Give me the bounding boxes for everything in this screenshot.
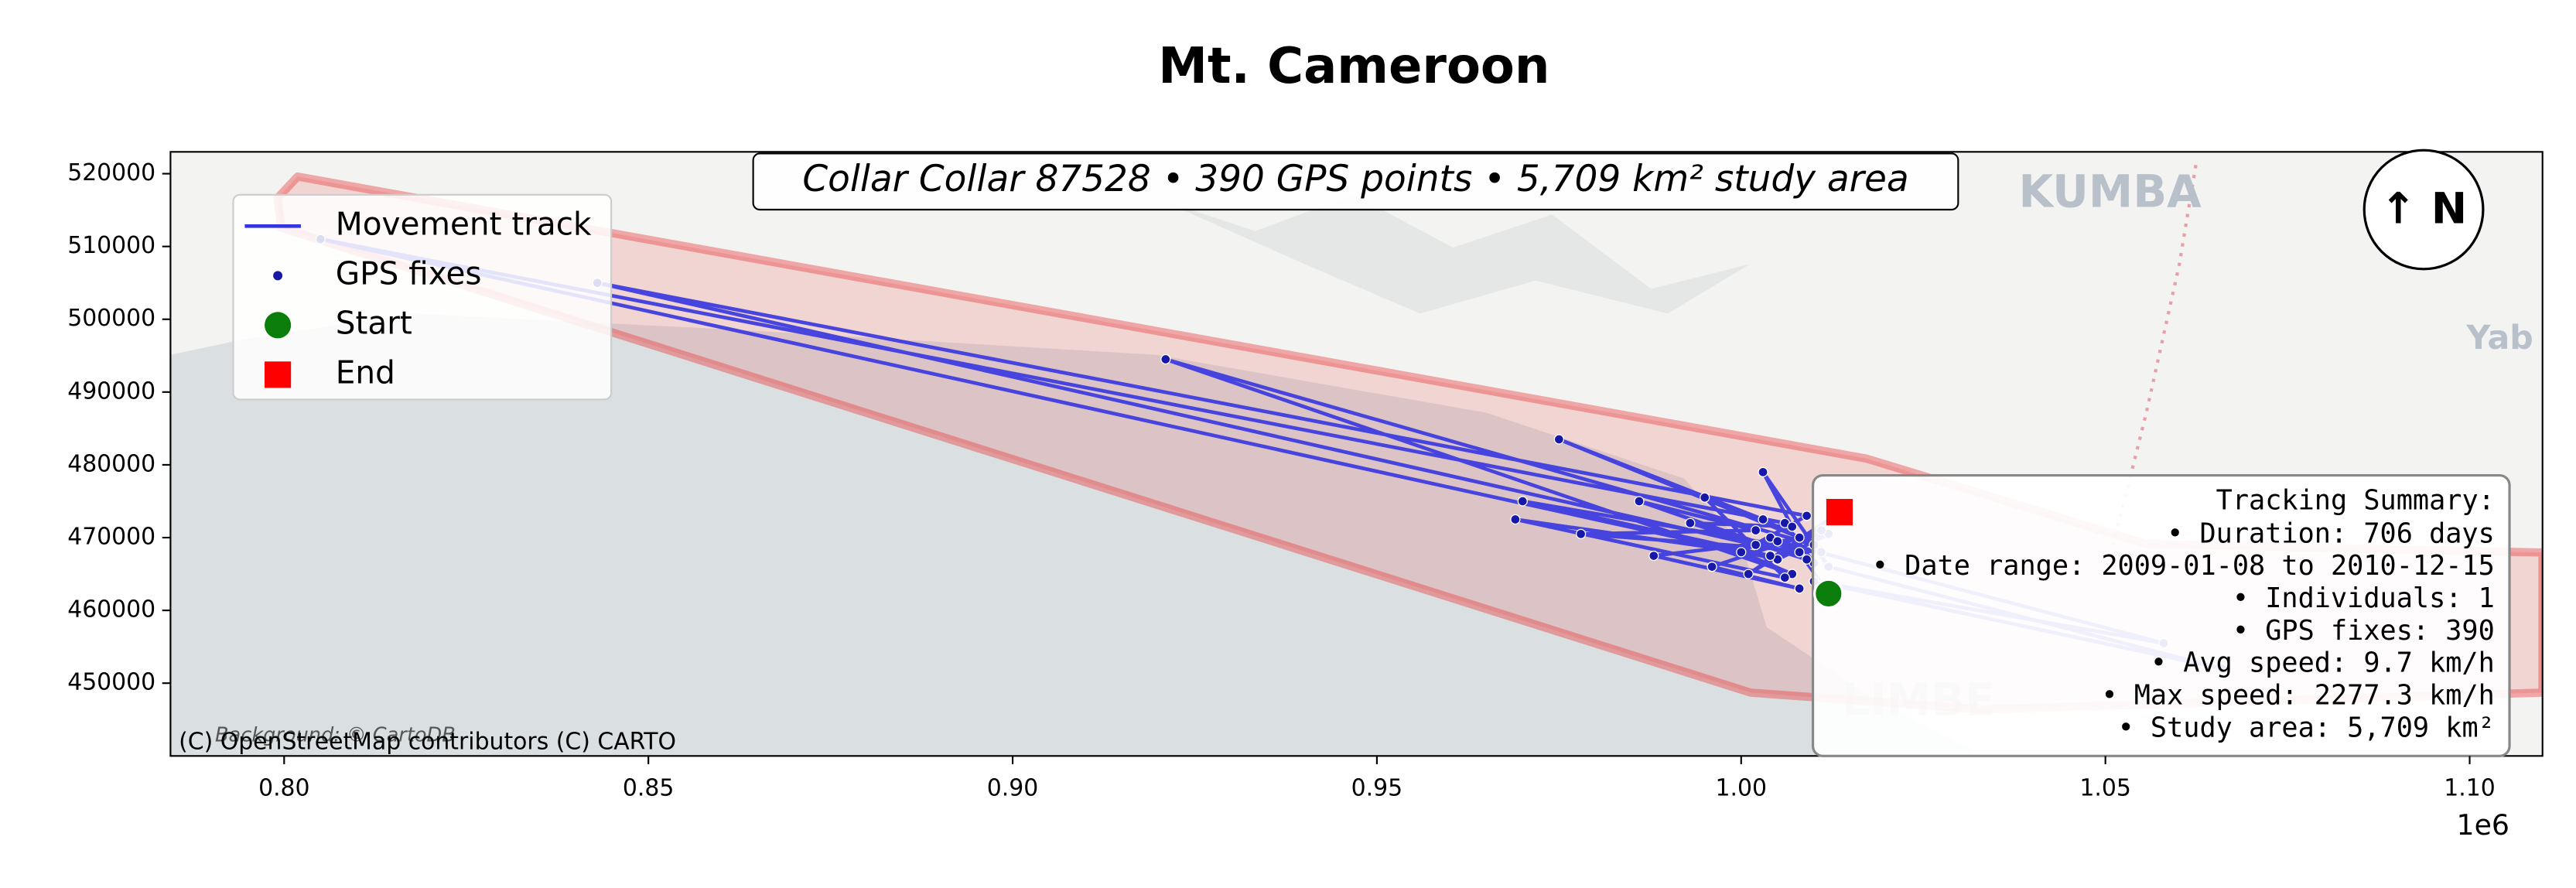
gps-fix — [1160, 353, 1171, 365]
y-tick-label: 510000 — [67, 232, 155, 259]
gps-fix — [1801, 511, 1812, 521]
legend — [232, 193, 613, 401]
gps-fix — [1575, 528, 1587, 539]
gps-fix — [1794, 583, 1805, 594]
gps-fix — [1751, 524, 1761, 536]
gps-fix — [1743, 569, 1754, 579]
gps-fix — [1779, 572, 1790, 583]
x-offset-label: 1e6 — [2457, 808, 2509, 842]
legend-label: Start — [336, 304, 412, 341]
y-tick-label: 490000 — [67, 377, 155, 405]
x-tick-label: 0.80 — [258, 774, 309, 801]
north-arrow — [2362, 149, 2485, 271]
gps-fix — [1700, 492, 1710, 503]
legend-label: End — [336, 353, 395, 391]
border-line — [2111, 165, 2198, 545]
x-tick-label: 0.95 — [1351, 774, 1402, 801]
y-tick-label: 470000 — [67, 524, 155, 551]
y-tick-label: 500000 — [67, 305, 155, 332]
x-tick-label: 0.85 — [623, 774, 674, 801]
summary-line: • Avg speed: 9.7 km/h — [2151, 647, 2495, 679]
attribution: Background: © CartoDB — [215, 724, 456, 747]
subtitle: Collar Collar 87528 • 390 GPS points • 5… — [802, 158, 1908, 200]
gps-fix — [1707, 562, 1717, 572]
gps-fix — [1758, 514, 1768, 525]
gps-fix — [1553, 434, 1564, 445]
summary-line: • GPS fixes: 390 — [2233, 615, 2495, 647]
x-tick-label: 0.90 — [987, 774, 1038, 801]
attribution: (C) OpenStreetMap contributors (C) CARTO — [179, 729, 676, 756]
y-tick-label: 520000 — [67, 159, 155, 186]
gps-fix — [1794, 547, 1805, 558]
summary-line: • Date range: 2009-01-08 to 2010-12-15 — [1872, 550, 2495, 582]
legend-end — [265, 361, 292, 388]
x-tick-label: 1.10 — [2444, 774, 2495, 801]
gps-fix — [1736, 547, 1747, 558]
end-marker — [1826, 499, 1853, 526]
gps-fix — [1765, 550, 1776, 562]
legend-dot — [273, 271, 283, 281]
y-tick-label: 460000 — [67, 596, 155, 623]
summary-line: • Max speed: 2277.3 km/h — [2101, 679, 2494, 711]
gps-fix — [1634, 496, 1645, 507]
legend-start — [265, 312, 292, 339]
gps-fix — [1751, 539, 1761, 551]
legend-label: Movement track — [336, 205, 592, 242]
x-tick-label: 1.05 — [2079, 774, 2130, 801]
gps-fix — [1772, 536, 1783, 547]
gps-fix — [1517, 496, 1528, 507]
x-tick-label: 1.00 — [1716, 774, 1767, 801]
y-tick-label: 450000 — [67, 669, 155, 696]
gps-fix — [1794, 532, 1805, 543]
y-tick-label: 480000 — [67, 450, 155, 477]
start-marker — [1813, 578, 1844, 610]
gps-fix — [1685, 517, 1696, 528]
summary-title: Tracking Summary: — [2216, 485, 2495, 517]
summary-line: • Individuals: 1 — [2233, 582, 2495, 614]
plot-frame — [169, 151, 2544, 757]
map-label: KUMBA — [2019, 166, 2202, 217]
summary-line: • Study area: 5,709 km² — [2118, 712, 2495, 743]
gps-fix — [1510, 514, 1521, 525]
summary-line: • Duration: 706 days — [2167, 517, 2495, 549]
legend-label: GPS fixes — [336, 254, 482, 292]
gps-fix — [1648, 550, 1659, 562]
gps-fix — [1801, 554, 1812, 565]
summary-box — [1811, 473, 2511, 757]
subtitle-box — [752, 152, 1959, 211]
map-label: Yab — [2466, 319, 2533, 357]
chart-title: Mt. Cameroon — [1158, 38, 1549, 95]
gps-fix — [1787, 521, 1798, 532]
north-label: ↑ N — [2380, 184, 2467, 234]
gps-fix — [1758, 466, 1768, 477]
land-shade — [1156, 194, 1751, 314]
